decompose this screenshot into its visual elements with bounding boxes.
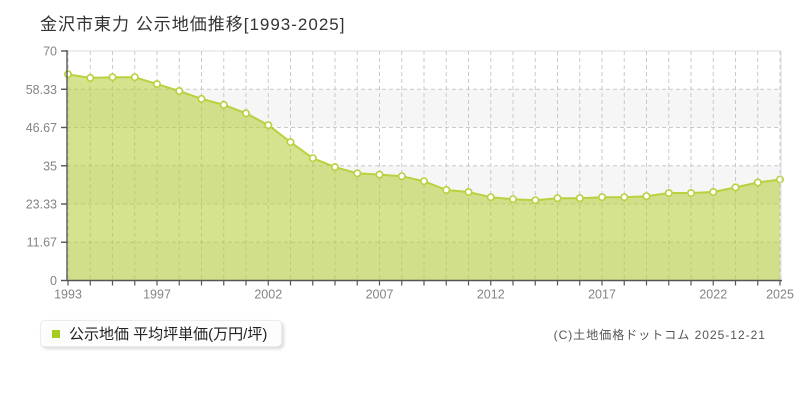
legend-label: 公示地価 平均坪単価(万円/坪) (69, 326, 268, 343)
data-point[interactable] (531, 196, 540, 205)
x-tick-label: 2025 (766, 288, 794, 302)
data-point[interactable] (620, 193, 629, 202)
y-tick-label: 70 (43, 45, 57, 59)
data-point[interactable] (175, 87, 184, 96)
chart-title: 金沢市東力 公示地価推移[1993-2025] (40, 15, 346, 34)
data-point[interactable] (686, 189, 695, 198)
data-point[interactable] (353, 169, 362, 178)
data-point[interactable] (464, 188, 473, 197)
y-tick-label: 58.33 (26, 83, 57, 97)
data-point[interactable] (775, 175, 784, 184)
data-point[interactable] (731, 183, 740, 192)
data-point[interactable] (642, 192, 651, 201)
data-point[interactable] (486, 193, 495, 202)
x-tick-label: 1993 (54, 288, 82, 302)
data-point[interactable] (130, 73, 139, 82)
y-tick-label: 46.67 (26, 121, 57, 135)
data-point[interactable] (664, 189, 673, 198)
x-tick-label: 2007 (366, 288, 394, 302)
y-axis-ticks: 0 11.67 23.33 35 46.67 58.33 70 (26, 45, 67, 288)
y-tick-label: 23.33 (26, 198, 57, 212)
data-point[interactable] (553, 194, 562, 203)
data-point[interactable] (330, 163, 339, 172)
plot-band (67, 51, 781, 90)
x-tick-label: 2002 (254, 288, 282, 302)
plot-border (67, 50, 782, 281)
data-point[interactable] (286, 138, 295, 147)
data-point[interactable] (419, 177, 428, 186)
data-point[interactable] (397, 172, 406, 181)
legend[interactable]: 公示地価 平均坪単価(万円/坪) (40, 320, 283, 347)
area-fill (68, 74, 780, 281)
y-tick-label: 0 (50, 274, 57, 288)
data-point[interactable] (242, 109, 251, 118)
data-point[interactable] (108, 73, 117, 82)
x-tick-label: 1997 (143, 288, 171, 302)
y-tick-label: 11.67 (27, 236, 57, 250)
legend-swatch-icon (52, 329, 60, 338)
x-axis-ticks: 1993 1997 2002 2007 2012 2017 2022 2025 (54, 280, 794, 302)
plot-area: 0 11.67 23.33 35 46.67 58.33 70 1993 1997 2002 200… (26, 45, 794, 302)
y-tick-label: 35 (43, 159, 57, 173)
data-point[interactable] (308, 154, 317, 163)
copyright-text: (C)土地価格ドットコム 2025-12-21 (553, 328, 766, 342)
data-point[interactable] (597, 193, 606, 202)
data-point[interactable] (197, 94, 206, 103)
data-point[interactable] (219, 100, 228, 109)
data-point[interactable] (64, 70, 73, 79)
data-point[interactable] (753, 178, 762, 187)
data-point[interactable] (442, 186, 451, 195)
data-point[interactable] (575, 194, 584, 203)
data-point[interactable] (508, 195, 517, 204)
data-point[interactable] (86, 73, 95, 82)
data-point[interactable] (264, 121, 273, 130)
x-tick-label: 2022 (699, 288, 727, 302)
x-tick-label: 2017 (588, 288, 616, 302)
data-point[interactable] (375, 170, 384, 179)
x-tick-label: 2012 (477, 288, 505, 302)
data-point[interactable] (153, 80, 162, 89)
data-point[interactable] (709, 188, 718, 197)
